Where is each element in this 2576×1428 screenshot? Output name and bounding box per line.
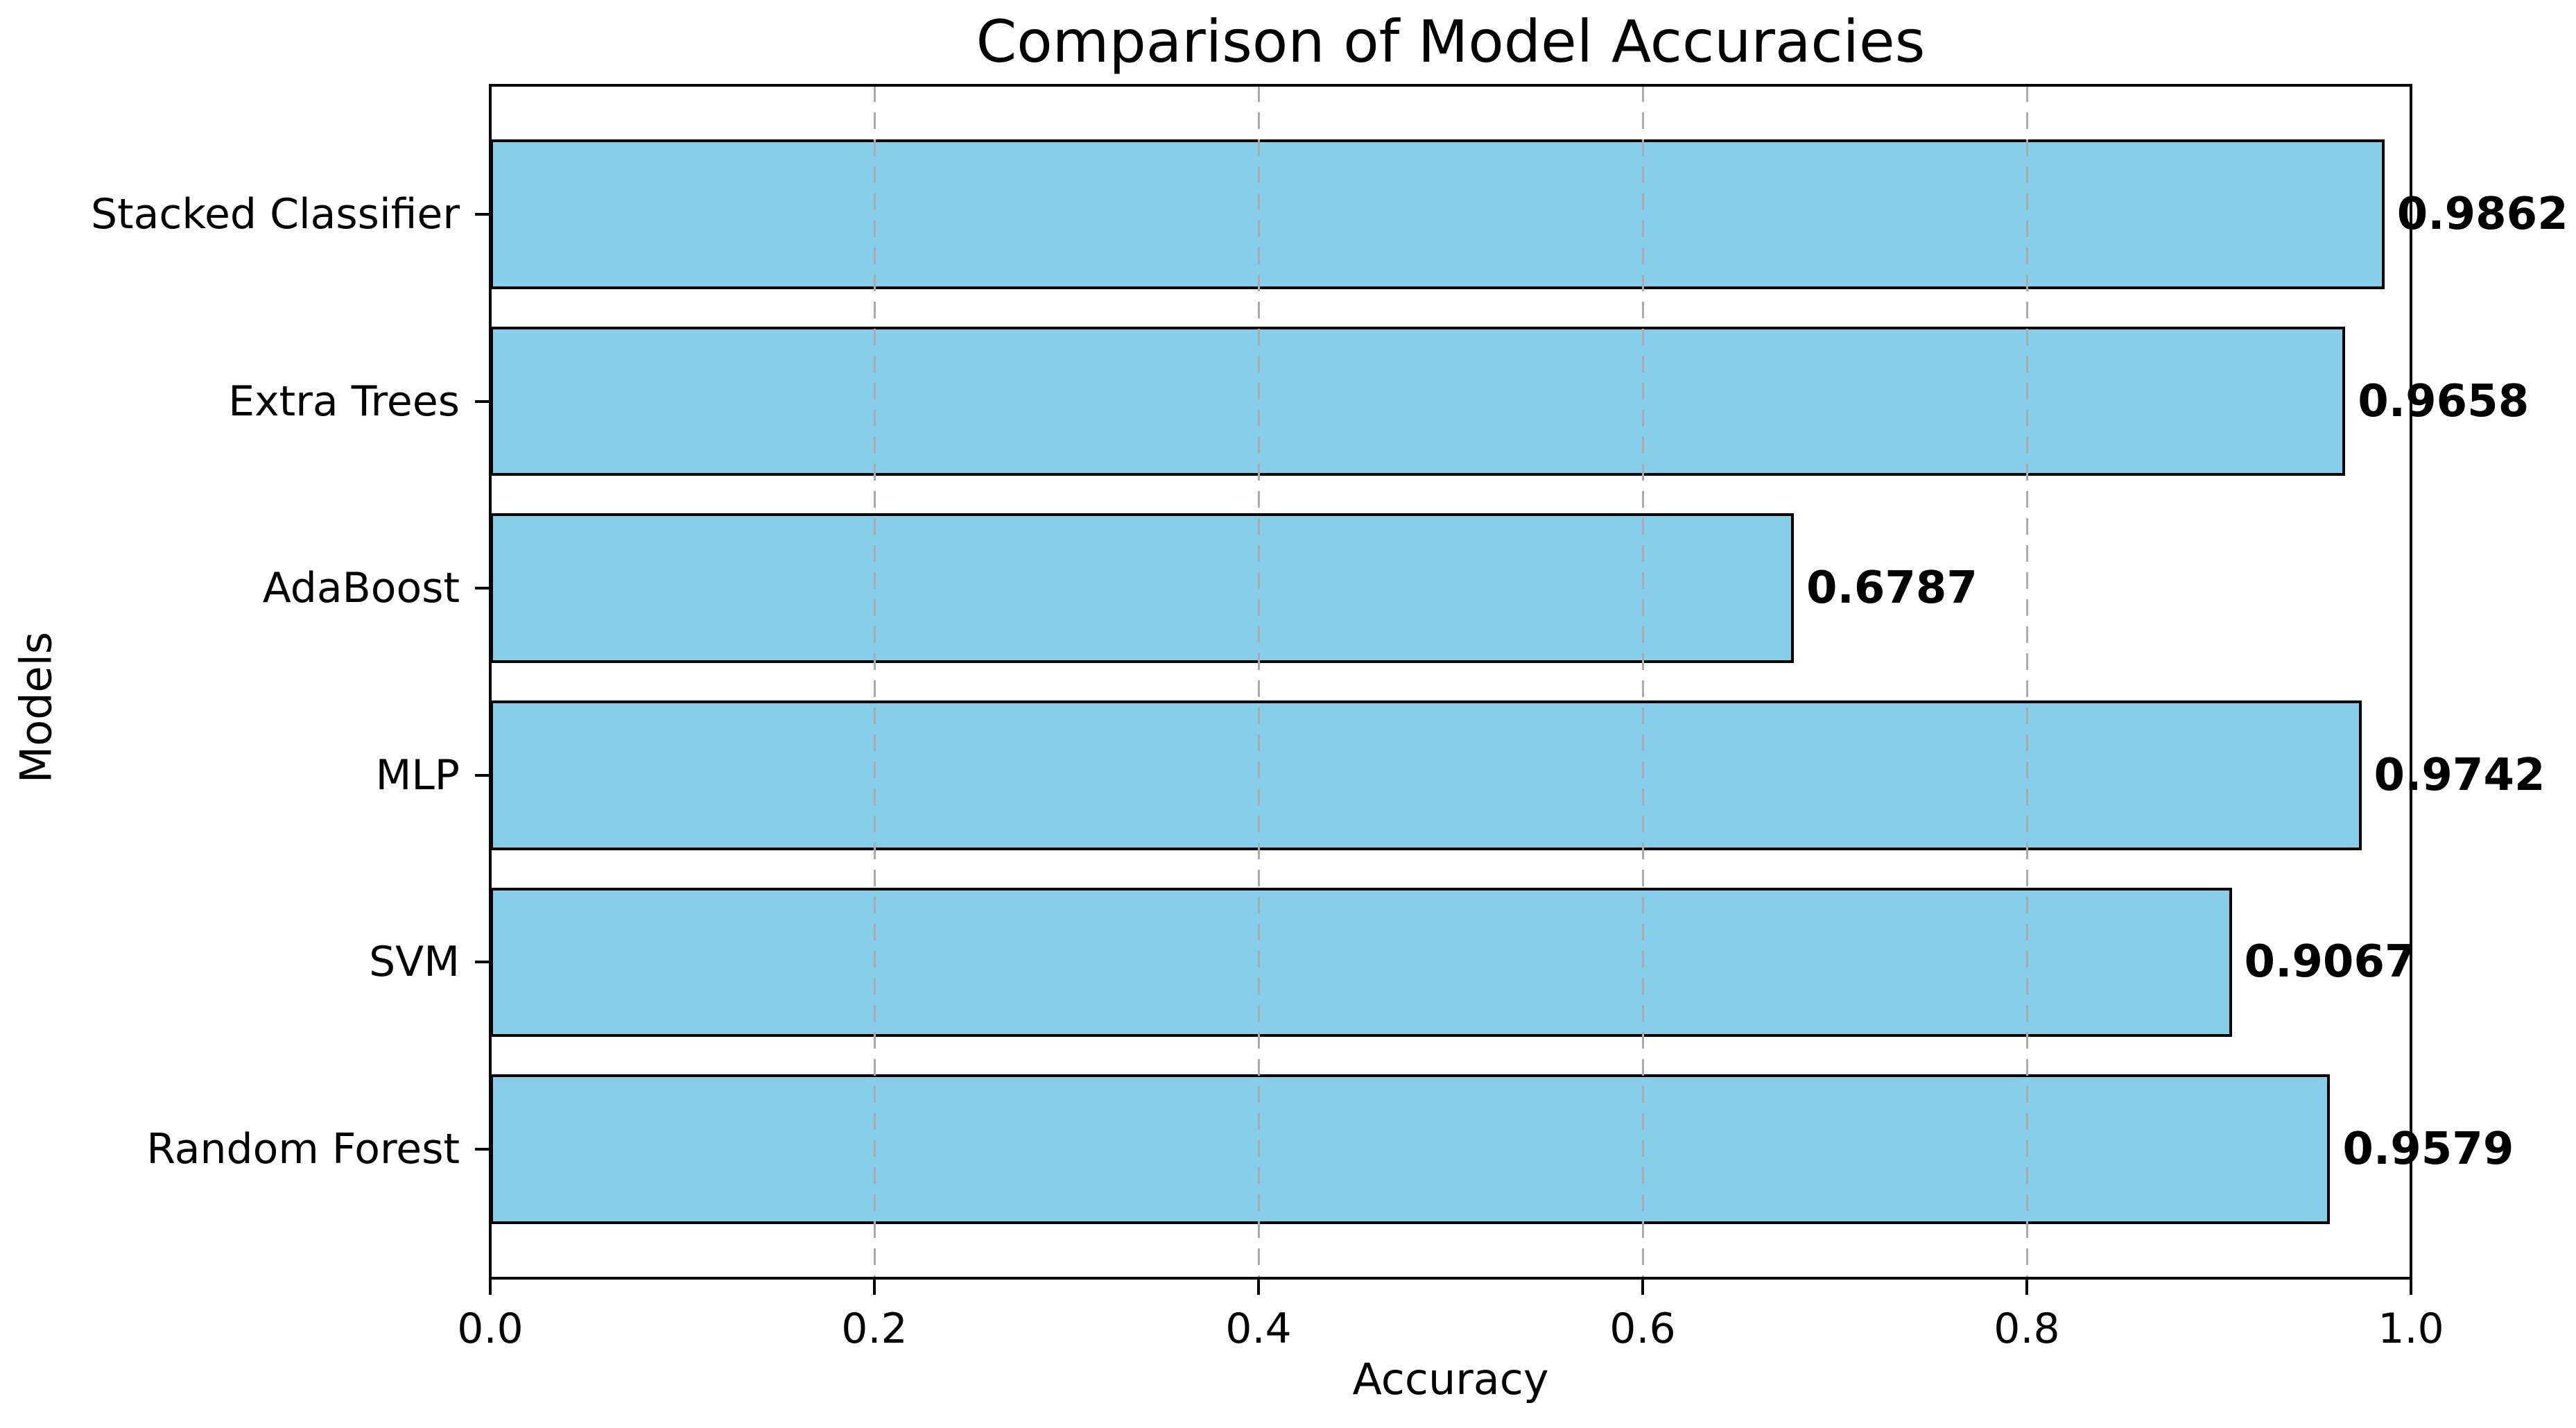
x-tick-mark <box>2410 1280 2412 1295</box>
bar-value-label: 0.9658 <box>2358 375 2530 427</box>
y-tick-mark <box>475 213 490 216</box>
x-tick-mark <box>2025 1280 2028 1295</box>
y-tick-mark <box>475 587 490 590</box>
bar <box>490 139 2385 289</box>
bar-value-label: 0.6787 <box>1806 562 1978 614</box>
gridline <box>873 85 876 1278</box>
x-tick-label: 0.8 <box>1994 1305 2060 1353</box>
x-tick-mark <box>489 1280 492 1295</box>
x-tick-label: 0.2 <box>841 1305 908 1353</box>
x-tick-mark <box>1257 1280 1260 1295</box>
y-tick-mark <box>475 773 490 777</box>
x-tick-label: 0.4 <box>1225 1305 1292 1353</box>
y-tick-label: MLP <box>375 750 460 800</box>
x-axis-label: Accuracy <box>1352 1354 1549 1404</box>
bar <box>490 1074 2331 1224</box>
x-tick-label: 1.0 <box>2378 1305 2444 1353</box>
gridline <box>1641 85 1644 1278</box>
bar <box>490 887 2232 1038</box>
plot-area <box>490 85 2412 1278</box>
y-tick-mark <box>475 961 490 964</box>
bar-value-label: 0.9579 <box>2342 1123 2514 1175</box>
y-tick-label: Extra Trees <box>228 377 460 426</box>
bar-value-label: 0.9067 <box>2244 936 2416 988</box>
y-tick-mark <box>475 399 490 403</box>
x-tick-mark <box>873 1280 876 1295</box>
gridline <box>2410 85 2412 1278</box>
chart-title: Comparison of Model Accuracies <box>976 8 1926 76</box>
y-tick-label: SVM <box>369 938 460 987</box>
bar-value-label: 0.9862 <box>2396 189 2568 241</box>
gridline <box>1257 85 1260 1278</box>
x-tick-label: 0.6 <box>1609 1305 1676 1353</box>
y-tick-mark <box>475 1147 490 1151</box>
bar <box>490 700 2362 850</box>
x-tick-label: 0.0 <box>457 1305 524 1353</box>
x-tick-mark <box>1641 1280 1644 1295</box>
bar <box>490 513 1794 664</box>
gridline <box>2025 85 2028 1278</box>
bar <box>490 326 2346 476</box>
y-tick-label: Stacked Classifier <box>91 190 460 239</box>
y-tick-label: Random Forest <box>146 1124 460 1173</box>
bar-value-label: 0.9742 <box>2374 749 2545 801</box>
y-tick-label: AdaBoost <box>262 564 460 613</box>
